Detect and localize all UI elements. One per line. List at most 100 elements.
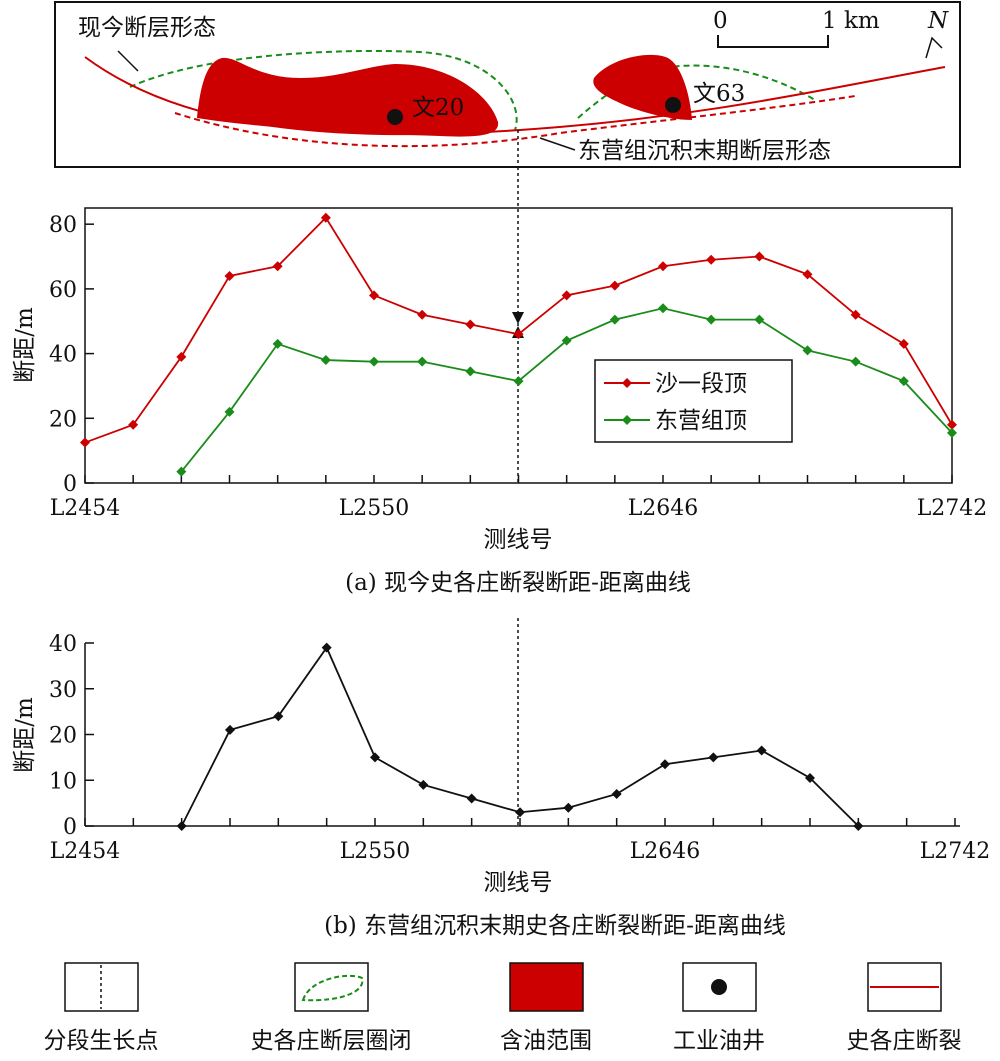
chartB-data-point [853,821,864,831]
chartA-data-point [369,356,379,367]
chartB-data-point [225,724,235,735]
legend-label-trap: 史各庄断层圈闭 [251,1028,412,1054]
chartA-data-point [320,212,331,223]
chartA-data-point [272,338,283,349]
chartB-data-point [321,642,332,653]
well-label-2: 文63 [693,81,745,107]
scale-one: 1 km [822,8,880,34]
chartA-data-point [465,319,476,330]
legend-marker-dongying [622,415,632,425]
chartA-data-point [561,290,572,301]
chartB-ytick-label: 10 [49,769,77,794]
legend-oil-area-icon [509,962,584,1012]
chart-a-caption: (a) 现今史各庄断裂断距-距离曲线 [345,570,691,596]
oil-well-marker-2 [665,97,681,113]
north-arrow-icon [925,36,943,59]
chartB-ytick-label: 20 [49,724,77,749]
legend-oil-well-icon [711,979,727,995]
chartA-data-point [513,329,524,340]
chartA-ytick-label: 40 [49,343,77,368]
chartB-xtick-label: L2454 [50,839,121,864]
chart-a-frame [84,207,953,484]
well-label-1: 文20 [412,95,464,121]
chart-b-xlabel: 测线号 [484,870,553,896]
legend-label-dongying: 东营组顶 [655,408,747,434]
chartB-ytick-label: 0 [63,815,77,840]
chart-b-caption: (b) 东营组沉积末期史各庄断裂断距-距离曲线 [324,913,786,939]
bottom-legend: 分段生长点 史各庄断层圈闭 含油范围 工业油井 史各庄断裂 [44,962,962,1054]
scale-bar [717,35,829,48]
north-label: N [927,8,949,34]
chartA-data-point [80,437,90,448]
chartA-data-point [561,335,572,346]
chartB-data-point [805,772,815,783]
oil-well-marker-1 [387,109,403,125]
chartB-ytick-label: 30 [49,678,77,703]
map-panel: 文20 文63 现今断层形态 东营组沉积末期断层形态 0 1 km N [54,1,961,168]
chartA-data-point [802,269,813,280]
current-fault-label: 现今断层形态 [78,15,216,41]
chartA-data-point [176,351,187,362]
chartB-data-point [515,807,525,818]
chartA-ytick-label: 80 [49,213,77,238]
chartA-data-point [706,314,717,325]
chartA-data-point [850,356,861,367]
chartB-data-point [176,821,187,831]
chart-a-xlabel: 测线号 [484,527,553,553]
scale-zero: 0 [713,8,728,34]
chartA-data-point [609,280,620,291]
chartB-data-point [563,802,574,813]
chartB-data-point [418,779,429,790]
oil-area-west [197,57,499,137]
legend-label-growth-point: 分段生长点 [44,1028,159,1054]
chartA-data-point [224,406,235,417]
chartB-data-point [273,711,284,722]
chartA-data-point [947,419,957,430]
chartA-xtick-label: L2646 [628,496,699,521]
chart-a-ylabel: 断距/m [12,307,38,383]
current-fault-line [84,56,946,136]
chartA-data-point [754,314,765,325]
chartA-data-point [898,338,909,349]
chart-b-ylabel: 断距/m [12,697,38,773]
past-fault-line [174,95,856,148]
chartB-data-point [660,759,670,770]
chartA-ytick-label: 20 [49,407,77,432]
chartB-xtick-label: L2646 [630,839,701,864]
chartA-xtick-label: L2550 [339,496,410,521]
chartB-ytick-label: 40 [49,632,77,657]
current-fault-leader [117,50,139,72]
chartA-xtick-label: L2454 [50,496,121,521]
chartA-data-point [272,261,283,272]
chartA-data-point [802,345,813,356]
chart-a-legend-box [594,359,793,443]
chartA-data-point [128,419,139,430]
legend-label-fault: 史各庄断裂 [847,1028,962,1054]
chartA-data-point [417,309,428,320]
chartA-data-point [417,356,428,367]
chartA-data-point [706,254,717,265]
chartA-ytick-label: 0 [63,472,77,497]
legend-box-trap [294,962,369,1012]
chartB-series-line-0 [180,645,859,827]
chartA-data-point [609,314,620,325]
chartB-data-point [708,752,719,763]
legend-marker-sha1 [622,378,632,388]
legend-trap-icon [301,974,364,1002]
past-fault-label: 东营组沉积末期断层形态 [578,138,831,164]
legend-label-sha1: 沙一段顶 [655,371,747,397]
closure-outline-west [129,49,518,131]
chartA-data-point [898,376,909,387]
chartB-data-point [370,752,380,763]
chartA-data-point [754,251,765,262]
chartA-ytick-label: 60 [49,278,77,303]
chartA-data-point [369,290,379,301]
chartA-data-point [850,309,861,320]
chartA-xtick-label: L2742 [917,496,988,521]
chartB-data-point [611,788,622,799]
legend-label-well: 工业油井 [673,1028,765,1054]
chartA-data-point [947,427,957,438]
chartA-data-point [658,261,668,272]
